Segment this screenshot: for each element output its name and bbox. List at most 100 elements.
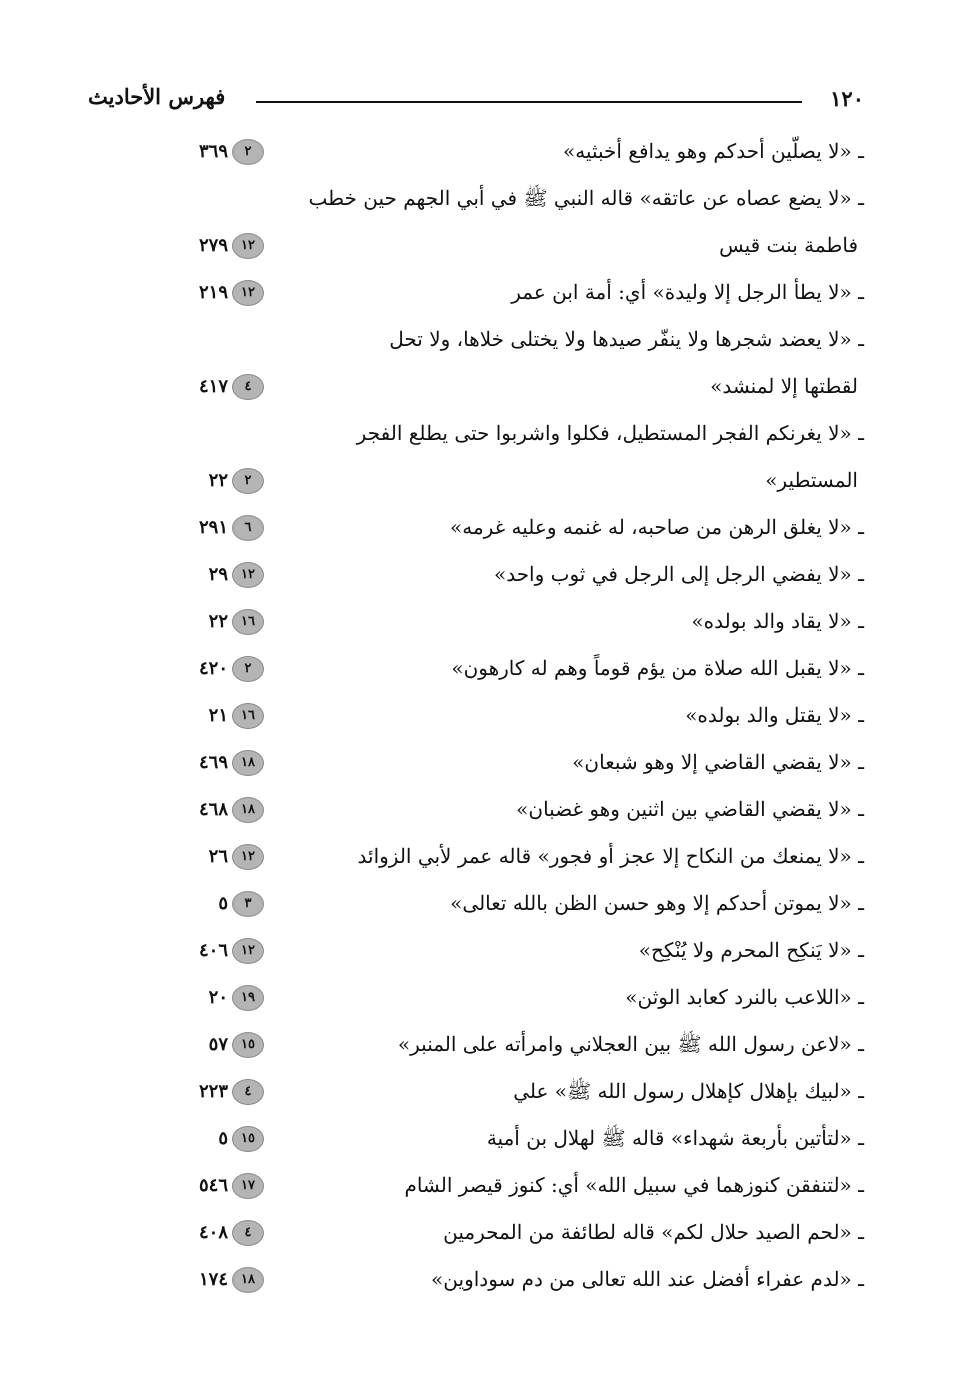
index-entry-line: ـ «لا يضع عصاه عن عاتقه» قاله النبي ﷺ في… (160, 175, 864, 222)
index-entry-line: ـ «لبيك بإهلال كإهلال رسول الله ﷺ» علي ٤ ٢… (160, 1068, 864, 1115)
volume-badge: ١٥ (232, 1031, 264, 1058)
volume-badge: ١٥ (232, 1125, 264, 1152)
index-entry-line: ـ «لتأتين بأربعة شهداء» قاله ﷺ لهلال بن … (160, 1115, 864, 1162)
volume-badge: ١٦ (232, 608, 264, 635)
reference: ١٢ ٤٠٦ (168, 927, 264, 974)
reference: ١٨ ٤٦٨ (168, 786, 264, 833)
reference: ١٨ ٤٦٩ (168, 739, 264, 786)
page-ref: ٢٧٩ (198, 234, 228, 256)
volume-badge: ٢ (232, 655, 264, 682)
page-ref: ٢١٩ (198, 281, 228, 303)
index-entry-line: ـ «لا يعضد شجرها ولا ينفّر صيدها ولا يخت… (160, 316, 864, 363)
hadith-text: فاطمة بنت قيس (719, 233, 858, 257)
hadith-text: ـ «لا يغلق الرهن من صاحبه، له غنمه وعليه… (449, 515, 864, 539)
index-entry-line: فاطمة بنت قيس ١٢ ٢٧٩ (160, 222, 864, 269)
reference: ١٥ ٥٧ (168, 1021, 264, 1068)
index-entry-line: ـ «لا يقاد والد بولده» ١٦ ٢٢ (160, 598, 864, 645)
volume-badge: ٤ (232, 1219, 264, 1246)
volume-badge: ١٨ (232, 749, 264, 776)
reference: ١٧ ٥٤٦ (168, 1162, 264, 1209)
volume-badge: ٢ (232, 467, 264, 494)
page-ref: ٢٢ (208, 469, 228, 491)
volume-badge: ١٧ (232, 1172, 264, 1199)
reference: ١٢ ٢٩ (168, 551, 264, 598)
volume-badge: ١٢ (232, 937, 264, 964)
hadith-text: ـ «لدم عفراء أفضل عند الله تعالى من دم س… (431, 1267, 864, 1291)
volume-badge: ١٢ (232, 232, 264, 259)
hadith-text: ـ «لا يعضد شجرها ولا ينفّر صيدها ولا يخت… (389, 327, 864, 351)
page-ref: ٢٩١ (198, 516, 228, 538)
index-entry-line: ـ «لحم الصيد حلال لكم» قاله لطائفة من ال… (160, 1209, 864, 1256)
page-ref: ٣٦٩ (198, 140, 228, 162)
hadith-text: ـ «لاعن رسول الله ﷺ بين العجلاني وامرأته… (397, 1032, 864, 1056)
hadith-text: ـ «لا يطأ الرجل إلا وليدة» أي: أمة ابن ع… (511, 280, 864, 304)
index-entry-line: ـ «لا يقضي القاضي بين اثنين وهو غضبان» ١٨… (160, 786, 864, 833)
hadith-text: لقطتها إلا لمنشد» (710, 374, 858, 398)
hadith-index-list: ـ «لا يصلّين أحدكم وهو يدافع أخبثيه» ٢ ٣٦٩… (160, 128, 864, 1303)
page-ref: ٥ (218, 892, 228, 914)
reference: ١٢ ٢٧٩ (168, 222, 264, 269)
hadith-text: ـ «لحم الصيد حلال لكم» قاله لطائفة من ال… (443, 1220, 864, 1244)
hadith-text: ـ «لا يصلّين أحدكم وهو يدافع أخبثيه» (562, 139, 864, 163)
page-ref: ٥ (218, 1127, 228, 1149)
hadith-text: ـ «لا يقبل الله صلاة من يؤم قوماً وهم له… (451, 656, 864, 680)
reference: ٤ ٤٠٨ (168, 1209, 264, 1256)
section-title: فهرس الأحاديث (88, 84, 226, 109)
index-entry-line: ـ «لا يغرنكم الفجر المستطيل، فكلوا واشرب… (160, 410, 864, 457)
volume-badge: ٢ (232, 138, 264, 165)
reference: ١٢ ٢٦ (168, 833, 264, 880)
page-ref: ٥٤٦ (198, 1174, 228, 1196)
hadith-text: ـ «لا يغرنكم الفجر المستطيل، فكلوا واشرب… (356, 421, 864, 445)
page-ref: ٤٠٨ (198, 1221, 228, 1243)
volume-badge: ٦ (232, 514, 264, 541)
page-ref: ٤١٧ (198, 375, 228, 397)
volume-badge: ٤ (232, 1078, 264, 1105)
page-ref: ٢٦ (208, 845, 228, 867)
page-ref: ٢٢٣ (198, 1080, 228, 1102)
hadith-text: ـ «لا يضع عصاه عن عاتقه» قاله النبي ﷺ في… (308, 186, 864, 210)
index-entry-line: ـ «لا يقبل الله صلاة من يؤم قوماً وهم له… (160, 645, 864, 692)
index-entry-line: ـ «لا يمنعك من النكاح إلا عجز أو فجور» ق… (160, 833, 864, 880)
page-ref: ٢٢ (208, 610, 228, 632)
volume-badge: ١٨ (232, 1266, 264, 1293)
reference: ١٨ ١٧٤ (168, 1256, 264, 1303)
hadith-text: ـ «لا يفضي الرجل إلى الرجل في ثوب واحد» (493, 562, 864, 586)
page-ref: ٤٦٨ (198, 798, 228, 820)
hadith-text: ـ «لا يقاد والد بولده» (691, 609, 864, 633)
running-header: ١٢٠ فهرس الأحاديث (88, 82, 864, 118)
volume-badge: ١٢ (232, 561, 264, 588)
hadith-text: ـ «لا يقتل والد بولده» (685, 703, 864, 727)
page-ref: ٤٦٩ (198, 751, 228, 773)
reference: ٤ ٤١٧ (168, 363, 264, 410)
index-entry-line: ـ «لا يغلق الرهن من صاحبه، له غنمه وعليه… (160, 504, 864, 551)
header-rule (256, 101, 802, 103)
index-entry-line: ـ «لاعن رسول الله ﷺ بين العجلاني وامرأته… (160, 1021, 864, 1068)
hadith-text: ـ «لا يَنكِح المحرم ولا يُنْكِح» (638, 938, 864, 962)
volume-badge: ٤ (232, 373, 264, 400)
reference: ١٩ ٢٠ (168, 974, 264, 1021)
index-entry-line: ـ «لتنفقن كنوزهما في سبيل الله» أي: كنوز… (160, 1162, 864, 1209)
reference: ١٦ ٢١ (168, 692, 264, 739)
index-entry-line: ـ «لا يَنكِح المحرم ولا يُنْكِح» ١٢ ٤٠٦ (160, 927, 864, 974)
index-entry-line: لقطتها إلا لمنشد» ٤ ٤١٧ (160, 363, 864, 410)
reference: ١٥ ٥ (168, 1115, 264, 1162)
hadith-text: ـ «لتأتين بأربعة شهداء» قاله ﷺ لهلال بن … (486, 1126, 864, 1150)
volume-badge: ١٨ (232, 796, 264, 823)
index-entry-line: ـ «لا يصلّين أحدكم وهو يدافع أخبثيه» ٢ ٣٦٩ (160, 128, 864, 175)
volume-badge: ١٦ (232, 702, 264, 729)
index-entry-line: ـ «لا يقتل والد بولده» ١٦ ٢١ (160, 692, 864, 739)
volume-badge: ١٢ (232, 843, 264, 870)
reference: ٤ ٢٢٣ (168, 1068, 264, 1115)
reference: ٢ ٣٦٩ (168, 128, 264, 175)
page-ref: ٥٧ (208, 1033, 228, 1055)
hadith-text: ـ «لتنفقن كنوزهما في سبيل الله» أي: كنوز… (404, 1173, 864, 1197)
index-entry-line: ـ «لا يموتن أحدكم إلا وهو حسن الظن بالله… (160, 880, 864, 927)
index-entry-line: ـ «لدم عفراء أفضل عند الله تعالى من دم س… (160, 1256, 864, 1303)
reference: ١٦ ٢٢ (168, 598, 264, 645)
page-ref: ١٧٤ (198, 1268, 228, 1290)
index-entry-line: ـ «اللاعب بالنرد كعابد الوثن» ١٩ ٢٠ (160, 974, 864, 1021)
hadith-text: ـ «لا يموتن أحدكم إلا وهو حسن الظن بالله… (450, 891, 864, 915)
reference: ٢ ٤٢٠ (168, 645, 264, 692)
volume-badge: ١٩ (232, 984, 264, 1011)
page-ref: ٢٩ (208, 563, 228, 585)
